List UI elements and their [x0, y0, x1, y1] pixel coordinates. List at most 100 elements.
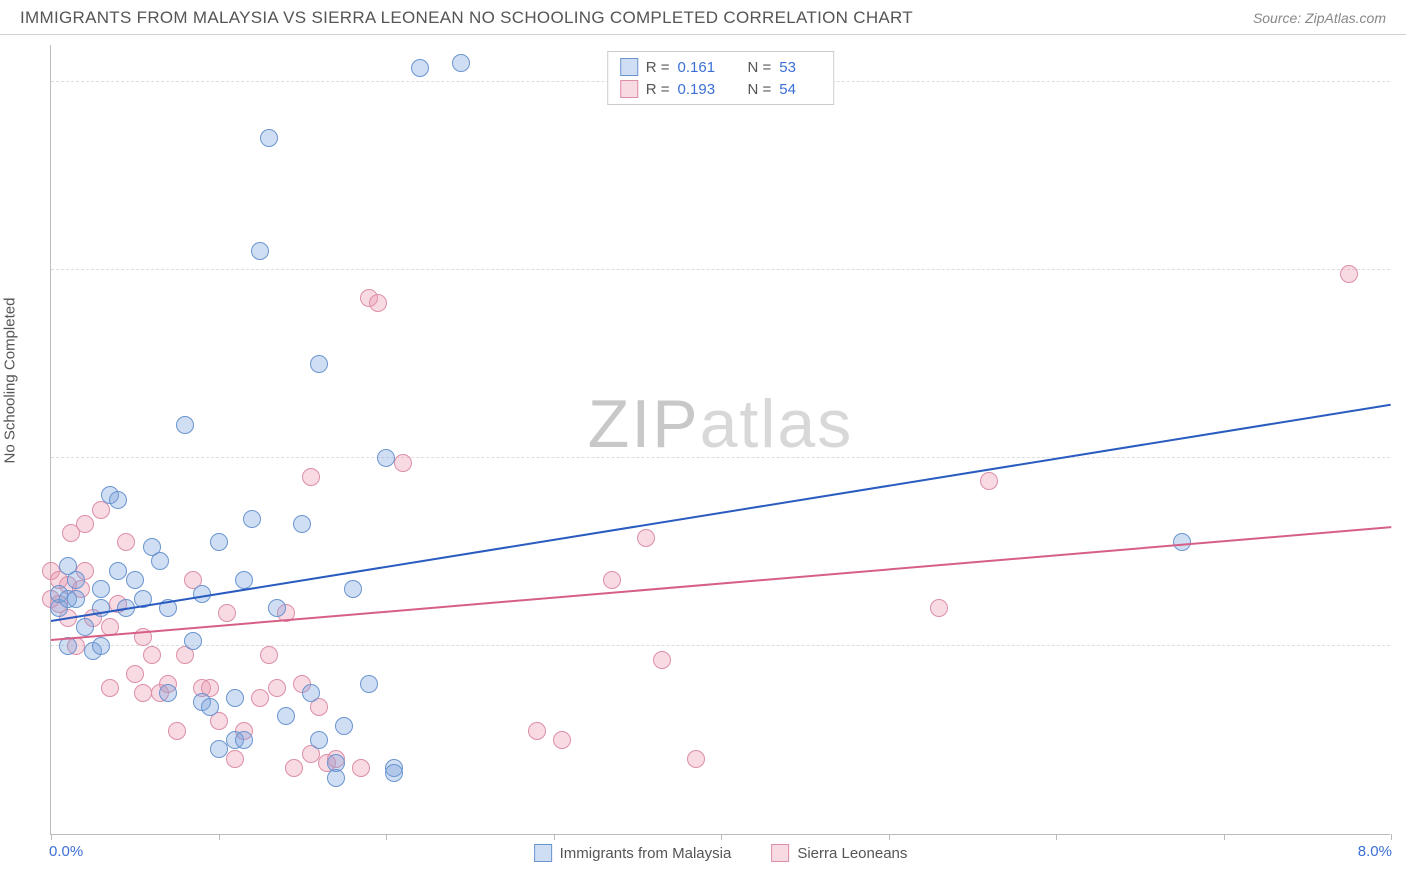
chart-title: IMMIGRANTS FROM MALAYSIA VS SIERRA LEONE… [20, 8, 913, 28]
x-tick [219, 834, 220, 840]
r-value: 0.161 [678, 59, 720, 76]
data-point [109, 562, 127, 580]
data-point [344, 580, 362, 598]
data-point [251, 689, 269, 707]
data-point [143, 646, 161, 664]
data-point [528, 722, 546, 740]
x-tick [554, 834, 555, 840]
x-axis-max: 8.0% [1358, 843, 1392, 860]
data-point [235, 571, 253, 589]
r-label: R = [646, 59, 670, 76]
correlation-legend: R = 0.161 N = 53 R = 0.193 N = 54 [607, 51, 835, 105]
data-point [151, 552, 169, 570]
data-point [553, 731, 571, 749]
data-point [218, 604, 236, 622]
data-point [134, 684, 152, 702]
data-point [603, 571, 621, 589]
data-point [226, 750, 244, 768]
data-point [201, 698, 219, 716]
data-point [67, 590, 85, 608]
x-tick [721, 834, 722, 840]
data-point [687, 750, 705, 768]
swatch-icon [620, 80, 638, 98]
data-point [980, 472, 998, 490]
data-point [117, 533, 135, 551]
data-point [76, 515, 94, 533]
n-value: 53 [779, 59, 821, 76]
data-point [268, 599, 286, 617]
y-axis-label: No Schooling Completed [2, 298, 19, 464]
data-point [260, 646, 278, 664]
data-point [176, 416, 194, 434]
data-point [637, 529, 655, 547]
data-point [260, 129, 278, 147]
data-point [452, 54, 470, 72]
data-point [76, 618, 94, 636]
data-point [67, 571, 85, 589]
data-point [92, 637, 110, 655]
data-point [109, 491, 127, 509]
data-point [385, 764, 403, 782]
data-point [302, 468, 320, 486]
legend-row-blue: R = 0.161 N = 53 [620, 56, 822, 78]
y-tick-label: 2.0% [1395, 620, 1406, 637]
chart-container: No Schooling Completed ZIPatlas R = 0.16… [0, 35, 1406, 885]
x-tick [1391, 834, 1392, 840]
n-label: N = [748, 59, 772, 76]
gridline [51, 645, 1390, 646]
data-point [369, 294, 387, 312]
n-value: 54 [779, 81, 821, 98]
data-point [411, 59, 429, 77]
y-tick-label: 6.0% [1395, 244, 1406, 261]
data-point [653, 651, 671, 669]
data-point [184, 632, 202, 650]
data-point [352, 759, 370, 777]
data-point [1340, 265, 1358, 283]
data-point [101, 679, 119, 697]
data-point [277, 707, 295, 725]
data-point [159, 684, 177, 702]
data-point [335, 717, 353, 735]
data-point [210, 533, 228, 551]
legend-label: Immigrants from Malaysia [560, 845, 732, 862]
data-point [92, 580, 110, 598]
x-tick [1224, 834, 1225, 840]
data-point [126, 665, 144, 683]
swatch-icon [771, 844, 789, 862]
y-tick-label: 8.0% [1395, 56, 1406, 73]
legend-item: Immigrants from Malaysia [534, 844, 732, 862]
series-legend: Immigrants from Malaysia Sierra Leoneans [534, 844, 908, 862]
data-point [394, 454, 412, 472]
data-point [243, 510, 261, 528]
data-point [268, 679, 286, 697]
data-point [226, 689, 244, 707]
data-point [126, 571, 144, 589]
data-point [293, 515, 311, 533]
watermark: ZIPatlas [588, 385, 853, 463]
scatter-plot: ZIPatlas R = 0.161 N = 53 R = 0.193 N = … [50, 45, 1390, 835]
header-bar: IMMIGRANTS FROM MALAYSIA VS SIERRA LEONE… [0, 0, 1406, 35]
gridline [51, 457, 1390, 458]
data-point [930, 599, 948, 617]
r-value: 0.193 [678, 81, 720, 98]
data-point [360, 675, 378, 693]
data-point [302, 684, 320, 702]
legend-row-pink: R = 0.193 N = 54 [620, 78, 822, 100]
x-tick [1056, 834, 1057, 840]
data-point [285, 759, 303, 777]
data-point [251, 242, 269, 260]
data-point [310, 355, 328, 373]
data-point [168, 722, 186, 740]
x-tick [889, 834, 890, 840]
x-tick [386, 834, 387, 840]
data-point [235, 731, 253, 749]
data-point [377, 449, 395, 467]
legend-item: Sierra Leoneans [771, 844, 907, 862]
data-point [327, 769, 345, 787]
data-point [210, 740, 228, 758]
r-label: R = [646, 81, 670, 98]
source-attribution: Source: ZipAtlas.com [1253, 10, 1386, 26]
x-axis-min: 0.0% [49, 843, 83, 860]
x-tick [51, 834, 52, 840]
gridline [51, 269, 1390, 270]
